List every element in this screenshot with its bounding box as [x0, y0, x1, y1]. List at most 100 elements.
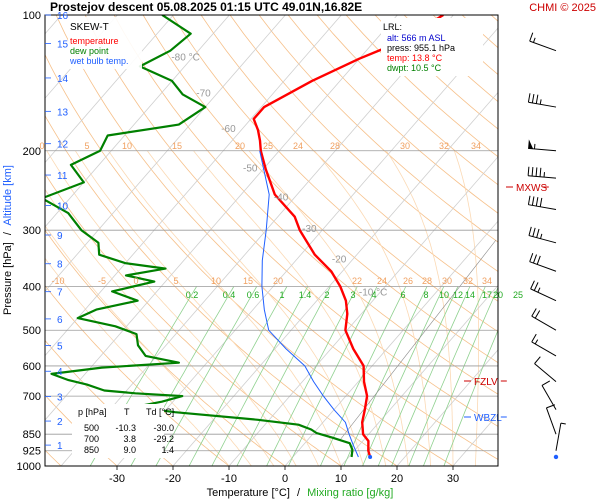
- wind-barb-staff: [545, 407, 557, 435]
- isotherm-line: [509, 15, 600, 466]
- adiabat-label-middle: 5: [173, 276, 178, 286]
- wind-barb-staff: [528, 147, 557, 152]
- adiabat-label-upper: 25: [263, 141, 273, 151]
- mixing-ratio-label: 1.4: [299, 290, 312, 300]
- mixing-ratio-label: 0.4: [223, 290, 236, 300]
- adiabat-label-upper: 0: [39, 141, 44, 151]
- mixing-ratio-label: 3: [350, 290, 355, 300]
- x-tick-label: -10: [221, 473, 237, 485]
- isotherm-label: -30: [302, 224, 317, 235]
- pressure-tick-label: 200: [23, 146, 41, 158]
- adiabat-label-middle: 15: [243, 276, 253, 286]
- wind-barb: [530, 280, 557, 302]
- isotherm-line: [340, 284, 498, 466]
- wind-barb-staff: [528, 204, 557, 211]
- table-row-2-td: -29.2: [153, 434, 174, 444]
- table-row-2-t: 3.8: [123, 434, 136, 444]
- adiabat-label-middle: 24: [377, 276, 387, 286]
- mixing-ratio-label: 1: [279, 290, 284, 300]
- x-axis-title: Temperature [°C] / Mixing ratio [g/kg]: [207, 487, 394, 499]
- wind-barb-half: [540, 233, 543, 239]
- altitude-tick-label: 11: [57, 171, 68, 182]
- wind-barb-staff: [528, 235, 557, 244]
- dry-adiabat-line: [142, 15, 498, 364]
- dry-adiabat-line: [520, 15, 600, 466]
- mixing-ratio-label: 8: [423, 290, 428, 300]
- dry-adiabat-line: [258, 15, 498, 243]
- wind-barb-full: [536, 228, 540, 238]
- x-tick-label: 0: [282, 473, 288, 485]
- pressure-tick-label: 700: [23, 391, 41, 403]
- y-axis-title-press: Pressure [hPa]: [2, 242, 14, 315]
- wind-barb-full: [532, 254, 537, 264]
- chart-title: Prostejov descent 05.08.2025 01:15 UTC 4…: [50, 0, 362, 14]
- wind-barb-staff: [531, 341, 557, 357]
- mixing-ratio-label: 0.2: [186, 290, 199, 300]
- wind-barb-full: [534, 356, 541, 364]
- wind-barb-full: [528, 226, 532, 236]
- wind-barb-full: [529, 32, 534, 42]
- pressure-tick-label: 600: [23, 361, 41, 373]
- wind-barb-full: [535, 167, 538, 177]
- mixing-ratio-label: 17: [482, 290, 492, 300]
- legend-item-wet-bulb: wet bulb temp.: [69, 56, 129, 66]
- wind-barb-full: [531, 308, 537, 317]
- wind-barb: [528, 139, 557, 152]
- wind-barb: [534, 356, 557, 383]
- adiabat-label-middle: 34: [482, 276, 492, 286]
- legend: SKEW-T temperature dew point wet bulb te…: [68, 17, 142, 69]
- isotherm-label: -10 °C: [359, 288, 387, 299]
- wind-barb-full: [531, 167, 534, 177]
- x-axis-title-mix: Mixing ratio [g/kg]: [307, 487, 393, 499]
- wind-barb: [555, 422, 566, 451]
- lrl-alt: alt: 566 m ASL: [387, 33, 446, 43]
- adiabat-label-upper: 30: [400, 141, 410, 151]
- table-header-p: p [hPa]: [78, 407, 107, 417]
- wind-barb-half: [539, 99, 542, 105]
- altitude-tick-label: 2: [57, 417, 63, 428]
- summary-table-bg: [72, 404, 164, 458]
- table-row-3-t: 9.0: [123, 445, 136, 455]
- dry-adiabat-line: [287, 15, 498, 214]
- table-row-1-p: 500: [84, 423, 99, 433]
- mixing-ratio-label: 4: [371, 290, 376, 300]
- wind-barb-half: [534, 339, 539, 345]
- mixing-ratio-label: 0.6: [247, 290, 260, 300]
- wind-barb: [531, 333, 557, 357]
- x-tick-label: 30: [447, 473, 459, 485]
- adiabat-label-upper: 5: [84, 141, 89, 151]
- wind-barb-full: [539, 167, 542, 177]
- wind-barb-full: [546, 404, 556, 409]
- wind-barb-full: [531, 333, 537, 343]
- isotherm-line: [396, 349, 498, 466]
- wind-barb-full: [535, 197, 539, 207]
- wind-barb-full: [536, 255, 541, 265]
- wind-barb-staff: [530, 288, 557, 302]
- isotherm-line: [45, 15, 118, 99]
- dry-adiabat-line: [171, 15, 498, 333]
- isotherm-line: [45, 15, 398, 421]
- isotherm-label: -60: [221, 124, 236, 135]
- wind-barb-full: [527, 166, 530, 176]
- legend-item-dew-point: dew point: [70, 46, 109, 56]
- altitude-tick-label: 8: [57, 260, 63, 271]
- credit-label: CHMI © 2025: [529, 2, 596, 14]
- table-row-3-td: 1.4: [161, 445, 174, 455]
- wind-barb-staff: [531, 315, 557, 331]
- lrl-marker: [368, 454, 373, 459]
- wind-barb-full: [529, 253, 534, 262]
- wind-barb-full: [539, 197, 543, 207]
- x-axis-title-sep: /: [297, 487, 301, 499]
- lrl-temp: temp: 13.8 °C: [387, 53, 443, 63]
- altitude-tick-label: 1: [57, 441, 63, 452]
- y-axis-title-alt: Altitude [km]: [2, 165, 14, 226]
- legend-box: [68, 17, 142, 69]
- summary-table: p [hPa] T Td [°C] 500 -10.3 -30.0 700 3.…: [72, 404, 174, 458]
- wind-barb-staff: [528, 101, 557, 108]
- mixing-ratio-label: 6: [400, 290, 405, 300]
- wind-barb-half: [537, 287, 541, 293]
- adiabat-label-middle: 20: [273, 276, 283, 286]
- pressure-tick-label: 400: [23, 282, 41, 294]
- isotherm-line: [116, 27, 498, 466]
- lrl-press: press: 955.1 hPa: [387, 43, 455, 53]
